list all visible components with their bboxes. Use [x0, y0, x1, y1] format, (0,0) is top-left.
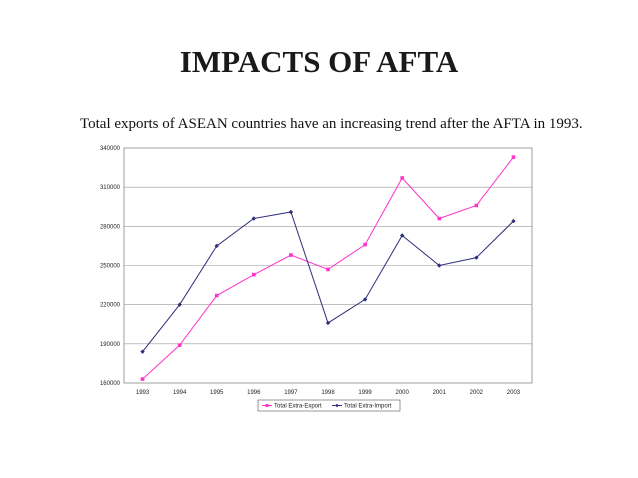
x-tick-label: 2000 [396, 390, 410, 396]
legend-marker [265, 404, 269, 407]
data-point-export [400, 176, 404, 180]
x-tick-label: 2001 [433, 390, 447, 396]
data-point-import [177, 302, 182, 307]
y-tick-label: 340000 [100, 146, 121, 152]
x-tick-label: 1999 [358, 390, 372, 396]
data-point-export [214, 293, 219, 298]
y-tick-label: 250000 [100, 264, 121, 270]
x-axis-ticks: 1993 1994 1995 1996 1997 1998 1999 2000 2001 2002… [136, 390, 521, 396]
x-tick-label: 1994 [173, 390, 187, 396]
y-tick-label: 160000 [100, 381, 121, 387]
data-point-import [325, 320, 331, 326]
data-point-export [177, 343, 182, 347]
x-tick-label: 1996 [247, 390, 261, 396]
gridlines [123, 147, 533, 384]
y-tick-label: 190000 [100, 342, 121, 348]
data-point-import [437, 263, 442, 268]
x-tick-label: 1998 [321, 390, 335, 396]
data-point-export [326, 267, 330, 272]
slide-title: IMPACTS OF AFTA [179, 44, 459, 79]
x-tick-label: 1995 [210, 390, 224, 396]
data-point-export [363, 242, 367, 247]
data-point-import [214, 243, 219, 249]
x-tick-label: 1997 [284, 390, 298, 396]
y-tick-label: 280000 [100, 224, 121, 230]
data-point-export [252, 272, 256, 277]
x-tick-label: 2002 [470, 390, 484, 396]
line-chart: 340000 310000 280000 250000 220000 190000 1600… [100, 146, 533, 412]
y-axis-ticks: 340000 310000 280000 250000 220000 190000 1600… [100, 146, 121, 387]
data-point-export [474, 203, 479, 208]
y-tick-label: 220000 [100, 303, 121, 309]
chart-legend: Total Extra-Export Total Extra-Import [257, 399, 401, 412]
x-tick-label: 2003 [507, 390, 521, 396]
data-point-export [289, 253, 293, 257]
data-point-import [362, 297, 368, 302]
data-point-import [399, 233, 405, 238]
data-point-export [437, 216, 442, 221]
data-point-export [511, 155, 516, 159]
legend-box [257, 399, 401, 412]
data-point-import [140, 349, 145, 354]
data-point-export [140, 377, 145, 381]
x-tick-label: 1993 [136, 390, 150, 396]
slide-subtitle: Total exports of ASEAN countries have an… [80, 116, 583, 132]
legend-label: Total Extra-Export [274, 404, 322, 410]
data-point-import [474, 255, 479, 260]
legend-marker [335, 403, 339, 408]
y-tick-label: 310000 [100, 185, 121, 191]
legend-label: Total Extra-Import [344, 404, 392, 410]
